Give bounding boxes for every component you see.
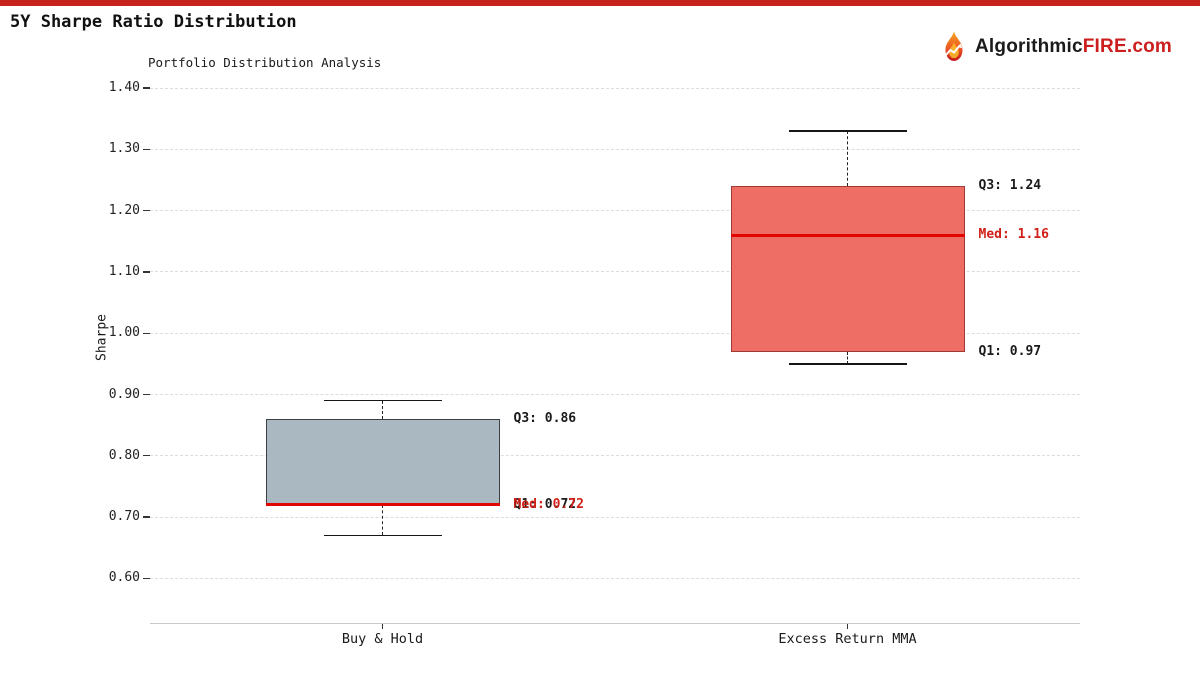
y-tick-label: 0.70 — [108, 509, 140, 525]
y-tick-mark — [143, 393, 150, 396]
median-line — [730, 233, 965, 237]
whisker-line-top — [846, 130, 848, 187]
y-tick-label: 0.80 — [108, 447, 140, 463]
gridline — [150, 148, 1080, 150]
y-tick-label: 0.60 — [108, 570, 140, 586]
q1-label: Q1: 0.97 — [978, 343, 1042, 359]
logo-text-dark: Algorithmic — [974, 36, 1083, 57]
median-label: Med: 1.16 — [978, 227, 1049, 243]
page-title: 5Y Sharpe Ratio Distribution — [10, 12, 297, 32]
y-tick-label: 1.30 — [108, 141, 140, 157]
gridline — [150, 210, 1080, 212]
y-tick-mark — [143, 577, 150, 580]
whisker-line-top — [381, 400, 383, 419]
whisker-cap-bottom — [323, 534, 442, 537]
whisker-line-bottom — [381, 504, 383, 536]
whisker-cap-top — [788, 130, 907, 132]
y-tick-label: 1.40 — [108, 80, 140, 95]
top-accent-bar — [0, 0, 1200, 6]
median-label: Med: 0.72 — [513, 496, 584, 512]
x-tick-mark — [846, 624, 849, 629]
x-category-label: Excess Return MMA — [778, 631, 917, 647]
y-tick-mark — [143, 209, 150, 212]
gridline — [150, 87, 1080, 89]
whisker-line-bottom — [846, 351, 848, 364]
logo-wordmark: AlgorithmicFIRE.com — [975, 36, 1172, 58]
y-tick-mark — [143, 148, 150, 150]
q1-label: Q1: 0.72 — [513, 496, 577, 512]
gridline — [150, 516, 1080, 518]
gridline — [150, 271, 1080, 273]
y-tick-label: 0.90 — [108, 386, 140, 402]
q3-label: Q3: 0.86 — [513, 411, 577, 427]
y-tick-mark — [143, 87, 150, 89]
whisker-cap-top — [323, 399, 442, 402]
median-line — [265, 503, 500, 507]
box — [265, 419, 500, 505]
x-tick-mark — [381, 624, 384, 629]
flame-icon — [939, 30, 969, 64]
y-tick-label: 1.20 — [108, 202, 140, 218]
y-tick-label: 1.10 — [108, 263, 140, 279]
q3-label: Q3: 1.24 — [978, 178, 1042, 194]
gridline — [150, 394, 1080, 395]
whisker-cap-bottom — [788, 363, 907, 365]
y-tick-mark — [143, 516, 150, 518]
logo-text-accent: FIRE — [1082, 36, 1127, 57]
y-tick-mark — [143, 455, 150, 457]
logo-link[interactable]: AlgorithmicFIRE.com — [939, 28, 1172, 66]
y-tick-mark — [143, 271, 150, 273]
y-tick-mark — [143, 332, 150, 334]
gridline — [150, 455, 1080, 457]
logo-text-tld: .com — [1126, 36, 1172, 57]
box — [730, 186, 965, 352]
chart-subtitle: Portfolio Distribution Analysis — [148, 55, 382, 70]
y-tick-label: 1.00 — [108, 325, 140, 341]
x-axis-line — [150, 623, 1080, 624]
x-category-label: Buy & Hold — [341, 631, 424, 647]
gridline — [150, 332, 1080, 334]
gridline — [150, 577, 1080, 579]
